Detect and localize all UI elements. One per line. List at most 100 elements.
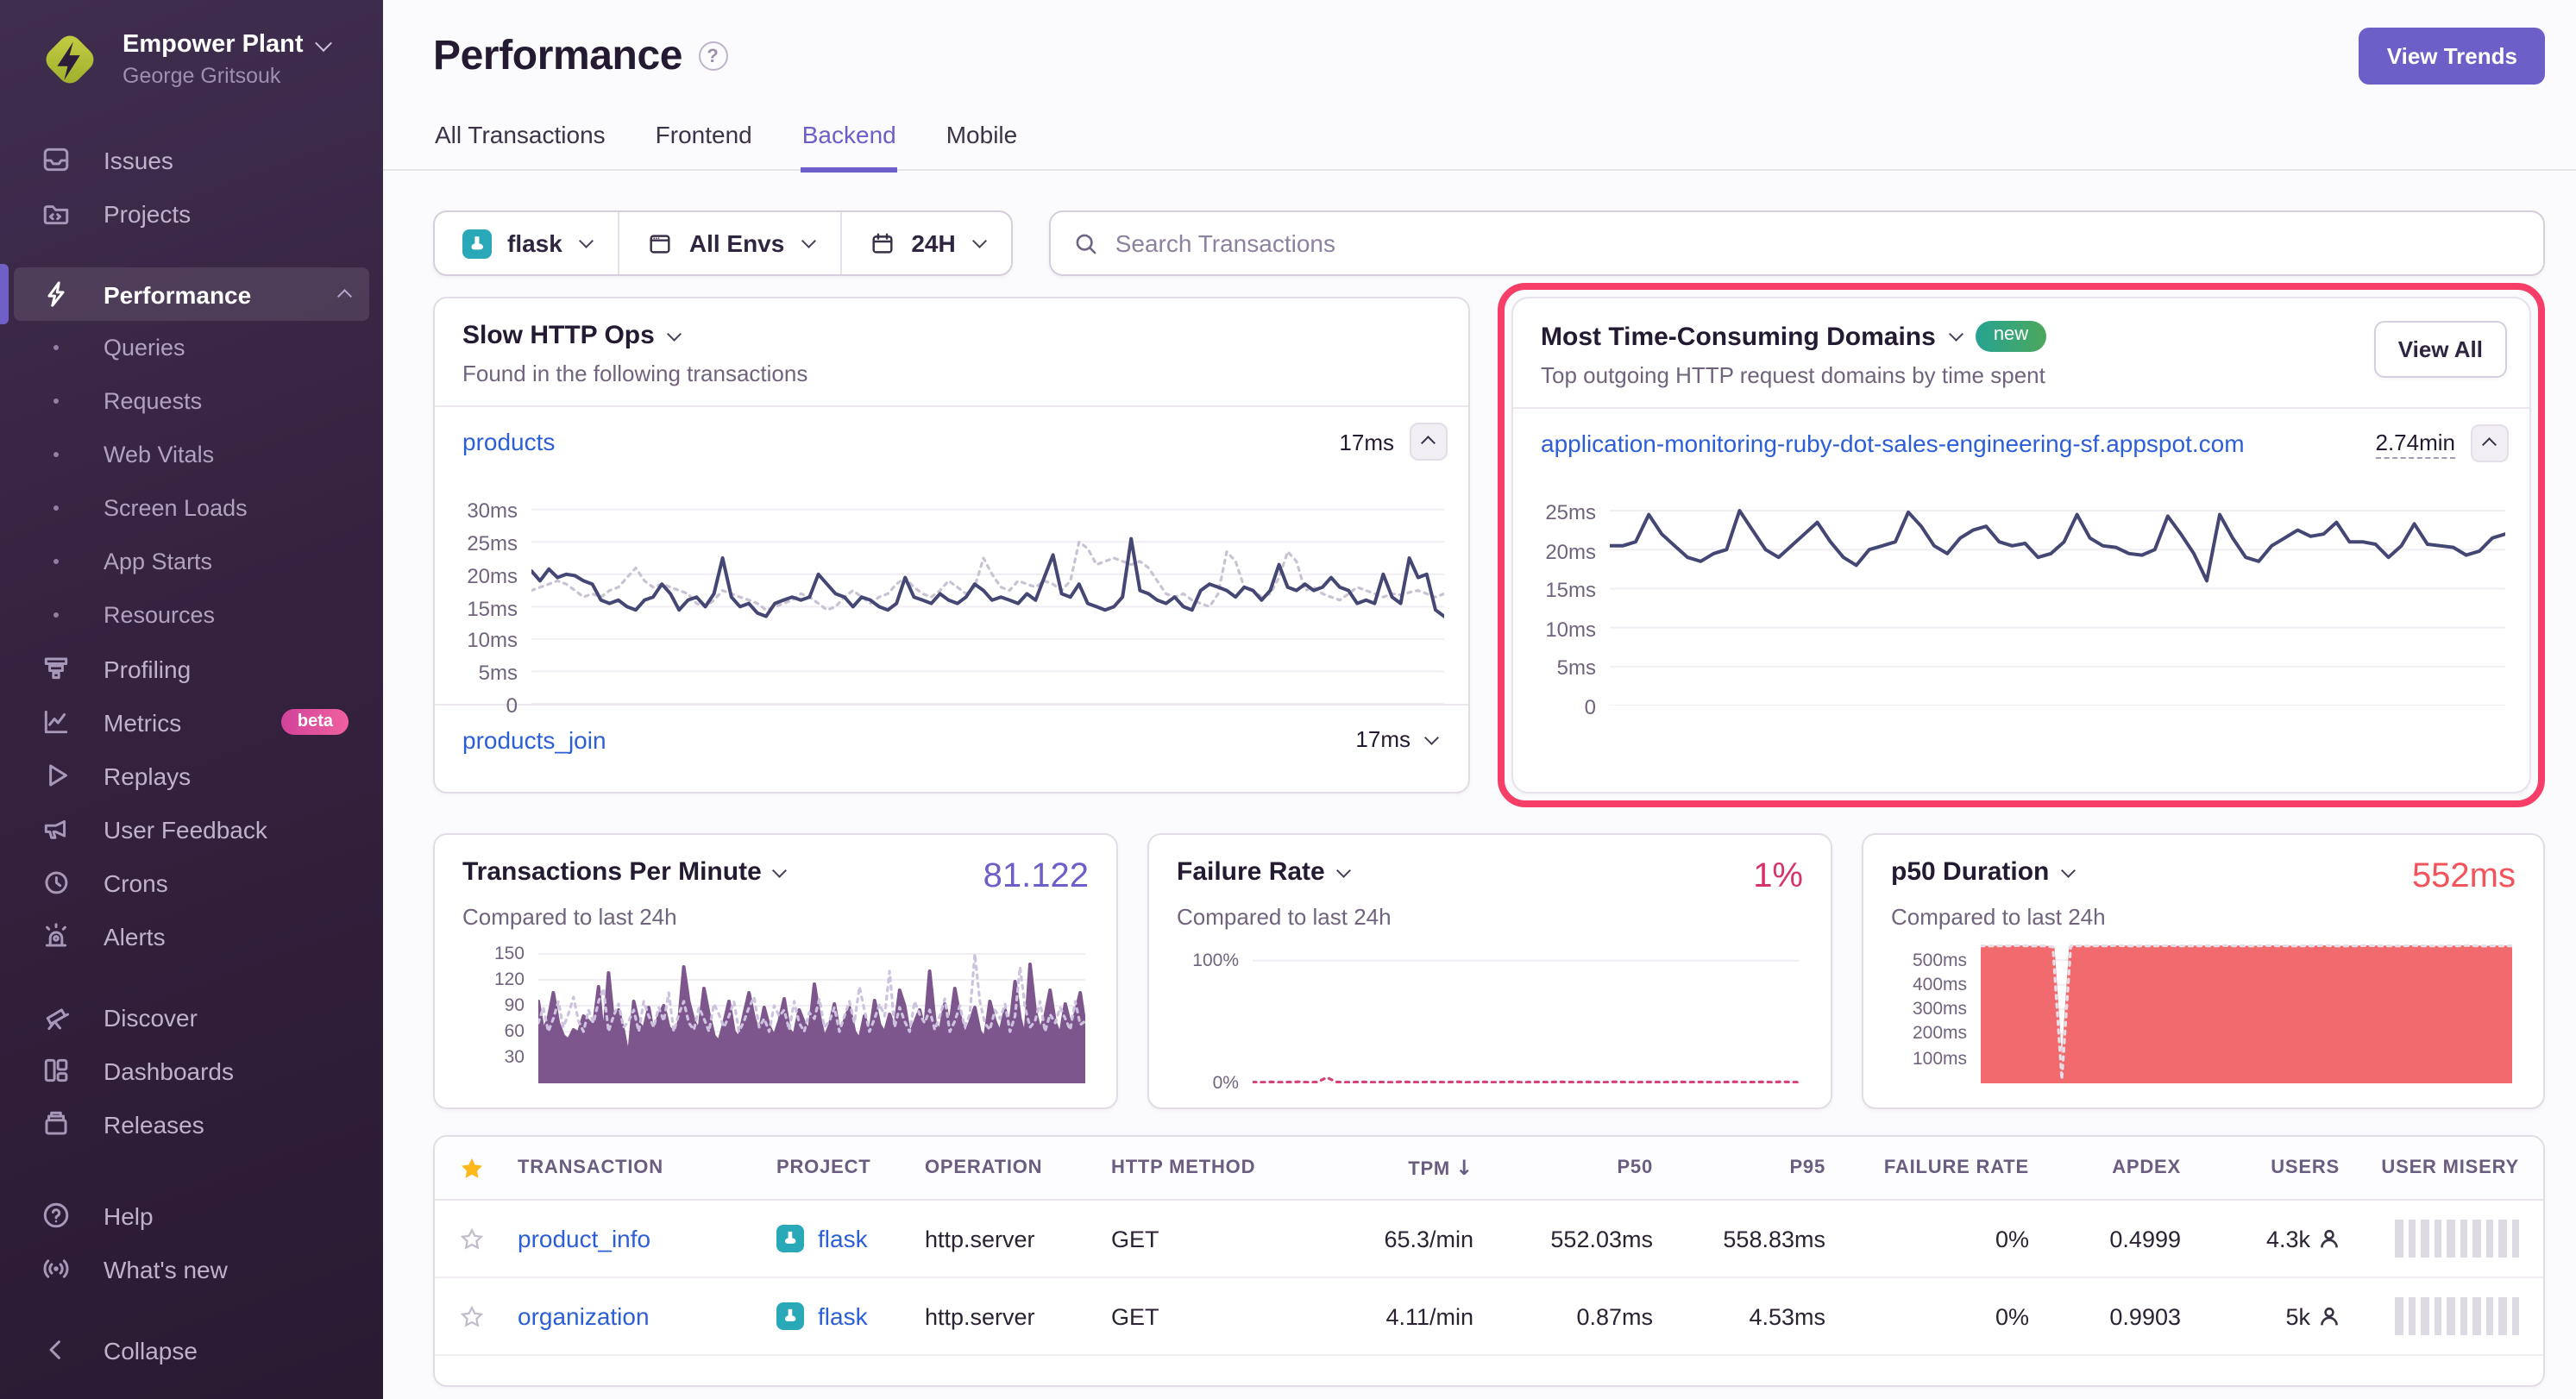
page-help-icon[interactable]: ? <box>698 41 727 71</box>
card-subtitle: Compared to last 24h <box>1177 904 1803 930</box>
sidebar-item-issues[interactable]: Issues <box>14 133 369 186</box>
sidebar-item-label: Projects <box>104 199 191 227</box>
card-title[interactable]: Transactions Per Minute <box>462 857 762 887</box>
chevron-down-icon[interactable] <box>1336 863 1350 876</box>
sidebar-item-label: Help <box>104 1201 154 1229</box>
sidebar-item-label: Performance <box>104 280 251 308</box>
col-http-method[interactable]: HTTP METHOD <box>1111 1157 1301 1178</box>
app-window: Empower Plant George Gritsouk Issues Proj… <box>0 0 2576 1399</box>
p50-duration-chart: 500ms400ms300ms200ms100ms <box>1891 938 2516 1083</box>
date-range-filter[interactable]: 24H <box>842 212 1011 274</box>
tab-all-transactions[interactable]: All Transactions <box>433 121 607 173</box>
org-name: Empower Plant <box>123 31 304 59</box>
bullet-dot <box>41 333 71 362</box>
failure-rate-card: Failure Rate 1% Compared to last 24h 100… <box>1147 833 1832 1109</box>
sidebar-item-screen-loads[interactable]: Screen Loads <box>14 481 369 535</box>
y-axis-tick-label: 100ms <box>1913 1048 1967 1069</box>
page-title: Performance <box>433 32 682 80</box>
chevron-down-icon[interactable] <box>1950 327 1963 341</box>
sidebar-item-crons[interactable]: Crons <box>14 856 369 909</box>
view-trends-button[interactable]: View Trends <box>2359 28 2545 85</box>
sidebar-item-web-vitals[interactable]: Web Vitals <box>14 428 369 481</box>
card-title[interactable]: Failure Rate <box>1177 857 1325 887</box>
operation-cell: http.server <box>925 1303 1111 1329</box>
sidebar-item-what-s-new[interactable]: What's new <box>14 1242 369 1295</box>
sidebar-item-label: Issues <box>104 146 173 173</box>
expand-row-chevron-icon[interactable] <box>1424 730 1438 743</box>
environment-filter[interactable]: All Envs <box>620 212 843 274</box>
col-p50[interactable]: P50 <box>1473 1157 1653 1178</box>
sidebar-item-discover[interactable]: Discover <box>14 990 369 1044</box>
project-filter-value: flask <box>507 229 562 257</box>
apdex-cell: 0.4999 <box>2029 1226 2181 1252</box>
col-apdex[interactable]: APDEX <box>2029 1157 2181 1178</box>
y-axis-tick-label: 20ms <box>1545 539 1596 563</box>
collapse-row-button[interactable] <box>2471 424 2509 462</box>
chevron-down-icon[interactable] <box>774 863 788 876</box>
sidebar-item-projects[interactable]: Projects <box>14 186 369 240</box>
sidebar-item-resources[interactable]: Resources <box>14 588 369 642</box>
sidebar-item-collapse[interactable]: Collapse <box>14 1323 369 1377</box>
sidebar-item-requests[interactable]: Requests <box>14 374 369 428</box>
chevron-down-icon[interactable] <box>2061 863 2075 876</box>
star-outline-icon[interactable] <box>459 1303 518 1329</box>
y-axis-tick-label: 200ms <box>1913 1024 1967 1045</box>
table-row: product_info flask http.server GET 65.3/… <box>435 1201 2543 1278</box>
users-cell: 4.3k <box>2181 1226 2340 1252</box>
project-link[interactable]: flask <box>818 1225 868 1252</box>
star-filled-icon[interactable] <box>459 1155 518 1181</box>
col-transaction[interactable]: TRANSACTION <box>518 1157 776 1178</box>
sidebar-item-queries[interactable]: Queries <box>14 321 369 374</box>
tab-backend[interactable]: Backend <box>801 121 898 173</box>
sidebar-item-profiling[interactable]: Profiling <box>14 642 369 695</box>
transaction-link[interactable]: product_info <box>518 1225 650 1252</box>
p50-cell: 552.03ms <box>1473 1226 1653 1252</box>
tab-mobile[interactable]: Mobile <box>945 121 1020 173</box>
card-title[interactable]: p50 Duration <box>1891 857 2049 887</box>
project-filter[interactable]: flask <box>435 212 620 274</box>
project-link[interactable]: flask <box>818 1302 868 1330</box>
sidebar-item-metrics[interactable]: Metricsbeta <box>14 695 369 749</box>
domain-link[interactable]: application-monitoring-ruby-dot-sales-en… <box>1541 430 2245 457</box>
col-operation[interactable]: OPERATION <box>925 1157 1111 1178</box>
search-input[interactable] <box>1115 229 2521 257</box>
y-axis-tick-label: 30ms <box>467 499 518 524</box>
sidebar-item-user-feedback[interactable]: User Feedback <box>14 802 369 856</box>
user-icon <box>2319 1306 2340 1327</box>
sidebar-item-dashboards[interactable]: Dashboards <box>14 1044 369 1097</box>
tab-frontend[interactable]: Frontend <box>654 121 754 173</box>
chevron-up-icon <box>1422 437 1436 451</box>
sidebar-item-alerts[interactable]: Alerts <box>14 909 369 963</box>
col-users[interactable]: USERS <box>2181 1157 2340 1178</box>
transaction-link[interactable]: organization <box>518 1302 650 1330</box>
col-project[interactable]: PROJECT <box>776 1157 925 1178</box>
y-axis-tick-label: 0 <box>506 693 518 718</box>
slow-http-ops-title[interactable]: Slow HTTP Ops <box>462 321 655 350</box>
col-tpm[interactable]: TPM↓ <box>1301 1156 1473 1180</box>
col-user-misery[interactable]: USER MISERY <box>2340 1157 2519 1178</box>
domains-chart: 25ms20ms15ms10ms5ms0 <box>1513 478 2529 706</box>
col-failure-rate[interactable]: FAILURE RATE <box>1825 1157 2029 1178</box>
sidebar-item-help[interactable]: Help <box>14 1189 369 1242</box>
star-outline-icon[interactable] <box>459 1226 518 1252</box>
bullet-dot <box>41 600 71 630</box>
view-all-button[interactable]: View All <box>2374 321 2507 378</box>
transaction-link-products[interactable]: products <box>462 428 555 455</box>
collapse-row-button[interactable] <box>1410 423 1448 461</box>
org-switcher[interactable]: Empower Plant George Gritsouk <box>0 0 383 93</box>
broadcast-icon <box>41 1254 71 1283</box>
col-p95[interactable]: P95 <box>1653 1157 1825 1178</box>
metric-cards-row: Transactions Per Minute 81.122 Compared … <box>433 833 2545 1109</box>
sidebar-item-app-starts[interactable]: App Starts <box>14 535 369 588</box>
domains-panel-title[interactable]: Most Time-Consuming Domains <box>1541 322 1936 351</box>
alerts-icon <box>41 921 71 950</box>
sidebar-item-label: Discover <box>104 1003 198 1031</box>
chevron-down-icon[interactable] <box>669 326 682 340</box>
failure-rate-value: 1% <box>1753 857 1803 897</box>
performance-icon <box>41 279 71 309</box>
transaction-link-products-join[interactable]: products_join <box>462 725 606 753</box>
operation-cell: http.server <box>925 1226 1111 1252</box>
sidebar-item-releases[interactable]: Releases <box>14 1097 369 1151</box>
sidebar-item-performance[interactable]: Performance <box>14 267 369 321</box>
sidebar-item-replays[interactable]: Replays <box>14 749 369 802</box>
